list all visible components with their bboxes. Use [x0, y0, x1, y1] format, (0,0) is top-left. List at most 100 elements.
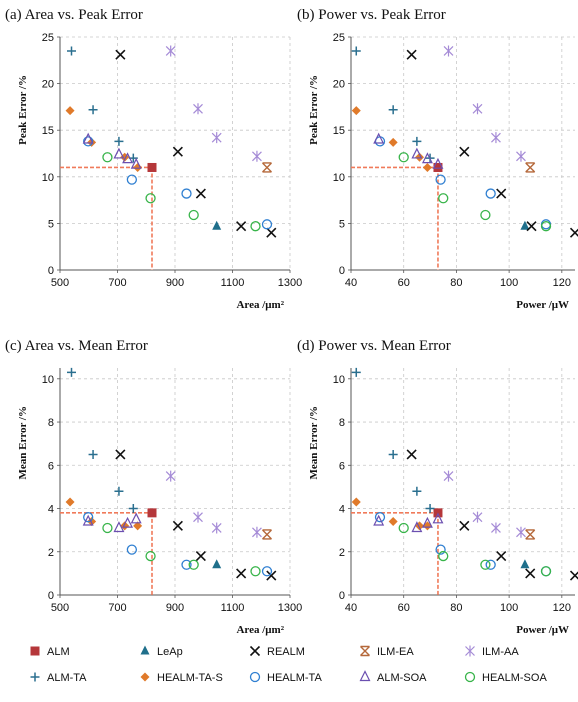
- data-point-alm: [147, 508, 157, 518]
- data-point-healm-ta: [261, 219, 273, 230]
- data-point-realm: [406, 449, 417, 460]
- data-point-healm-ta: [181, 188, 192, 199]
- chart-panel-3: (c) Area vs. Mean Error 500 700 900 1100 1300…: [5, 338, 302, 636]
- data-point-healm-soa: [480, 209, 491, 221]
- y-tick-label: 25: [42, 32, 54, 44]
- x-tick-label: 80: [450, 277, 462, 289]
- y-tick-label: 15: [333, 125, 345, 137]
- data-point-ilm-aa: [165, 470, 176, 482]
- legend-label: HEALM-TA-S: [157, 672, 223, 684]
- data-point-ilm-aa: [252, 526, 262, 538]
- data-point-ilm-aa: [193, 103, 203, 115]
- data-point-realm: [115, 449, 126, 460]
- legend-marker-healm-soa: [464, 671, 476, 683]
- y-axis-label: Mean Error /%: [308, 406, 320, 480]
- data-point-healm-ta-s: [422, 162, 432, 172]
- data-point-alm-soa: [373, 132, 385, 144]
- data-point-realm: [569, 227, 578, 238]
- data-point-alm-ta: [88, 449, 98, 459]
- data-point-realm: [266, 570, 277, 581]
- data-point-ilm-ea: [262, 529, 272, 540]
- data-point-ilm-aa: [516, 526, 526, 538]
- data-point-ilm-aa: [472, 103, 483, 115]
- data-point-alm-ta: [412, 486, 422, 496]
- data-point-alm-ta: [351, 367, 361, 377]
- data-point-healm-soa: [480, 559, 491, 570]
- data-point-healm-soa: [188, 209, 199, 221]
- data-point-healm-ta-s: [422, 521, 432, 531]
- x-tick-label: 700: [108, 277, 126, 289]
- legend-item: HEALM-TA: [249, 671, 322, 684]
- legend-label: HEALM-TA: [267, 672, 322, 684]
- data-point-healm-soa: [145, 550, 156, 562]
- y-tick-label: 6: [339, 460, 345, 472]
- data-point-alm-soa: [130, 512, 142, 524]
- x-tick-label: 120: [553, 277, 571, 289]
- data-point-leap: [520, 559, 530, 569]
- data-point-alm-soa: [82, 514, 94, 526]
- y-tick-label: 20: [42, 79, 54, 91]
- x-tick-label: 900: [166, 277, 184, 289]
- data-point-ilm-aa: [165, 45, 176, 57]
- data-point-realm: [266, 227, 277, 238]
- legend-marker-alm-soa: [359, 670, 371, 682]
- data-point-alm-soa: [130, 157, 142, 169]
- data-point-healm-soa: [145, 193, 156, 204]
- data-point-alm-soa: [421, 152, 433, 164]
- y-tick-label: 2: [48, 547, 54, 559]
- data-point-alm-ta: [114, 486, 124, 496]
- x-axis-label: Area /μm²: [236, 624, 284, 636]
- x-tick-label: 80: [450, 602, 462, 614]
- data-point-realm: [195, 188, 206, 199]
- data-point-realm: [195, 551, 206, 562]
- data-point-realm: [236, 568, 247, 579]
- x-axis-label: Power /μW: [516, 299, 569, 311]
- data-point-healm-ta: [83, 136, 94, 147]
- data-point-healm-ta: [126, 174, 138, 185]
- x-tick-label: 120: [553, 602, 571, 614]
- data-point-ilm-aa: [252, 150, 262, 162]
- y-tick-label: 5: [339, 218, 345, 230]
- data-point-ilm-ea: [525, 529, 536, 540]
- data-point-realm: [459, 146, 470, 157]
- data-point-ilm-aa: [211, 522, 222, 534]
- data-point-healm-soa: [398, 152, 409, 163]
- legend-marker-alm: [30, 646, 40, 656]
- y-tick-label: 0: [339, 590, 345, 602]
- data-point-alm-soa: [432, 512, 444, 524]
- x-tick-label: 1100: [221, 602, 245, 614]
- x-tick-label: 500: [51, 277, 69, 289]
- data-point-alm-ta: [425, 504, 435, 514]
- data-point-alm-soa: [82, 132, 94, 144]
- chart-title: (c) Area vs. Mean Error: [5, 338, 148, 354]
- data-point-alm-ta: [114, 136, 124, 146]
- legend-marker-healm-ta: [249, 671, 261, 683]
- data-point-ilm-aa: [443, 470, 454, 482]
- data-point-healm-ta-s: [415, 152, 425, 162]
- y-tick-label: 20: [333, 79, 345, 91]
- data-point-alm-soa: [421, 516, 433, 528]
- legend-label: ALM: [47, 646, 70, 658]
- y-tick-label: 5: [48, 218, 54, 230]
- data-point-ilm-aa: [211, 132, 222, 144]
- data-point-healm-soa: [250, 221, 261, 232]
- y-tick-label: 10: [42, 374, 54, 386]
- data-point-ilm-aa: [491, 522, 501, 534]
- data-point-ilm-ea: [262, 162, 272, 173]
- y-tick-label: 15: [42, 125, 54, 137]
- legend-label: ILM-EA: [377, 646, 414, 658]
- legend-marker-healm-ta-s: [140, 672, 150, 682]
- data-point-alm-ta: [388, 105, 398, 115]
- data-point-alm-ta: [388, 449, 398, 459]
- y-tick-label: 4: [339, 504, 345, 516]
- data-point-healm-ta-s: [65, 106, 75, 116]
- x-tick-label: 100: [500, 602, 518, 614]
- data-point-healm-ta-s: [388, 516, 398, 526]
- data-point-alm-soa: [122, 152, 134, 164]
- legend-item: ALM: [30, 646, 70, 658]
- legend-marker-ilm-aa: [465, 645, 475, 657]
- data-point-healm-ta: [181, 559, 192, 570]
- chart-panel-1: (a) Area vs. Peak Error 500 700 900 1100 1300…: [5, 7, 302, 311]
- data-point-ilm-ea: [525, 162, 536, 173]
- legend-label: ALM-SOA: [377, 672, 427, 684]
